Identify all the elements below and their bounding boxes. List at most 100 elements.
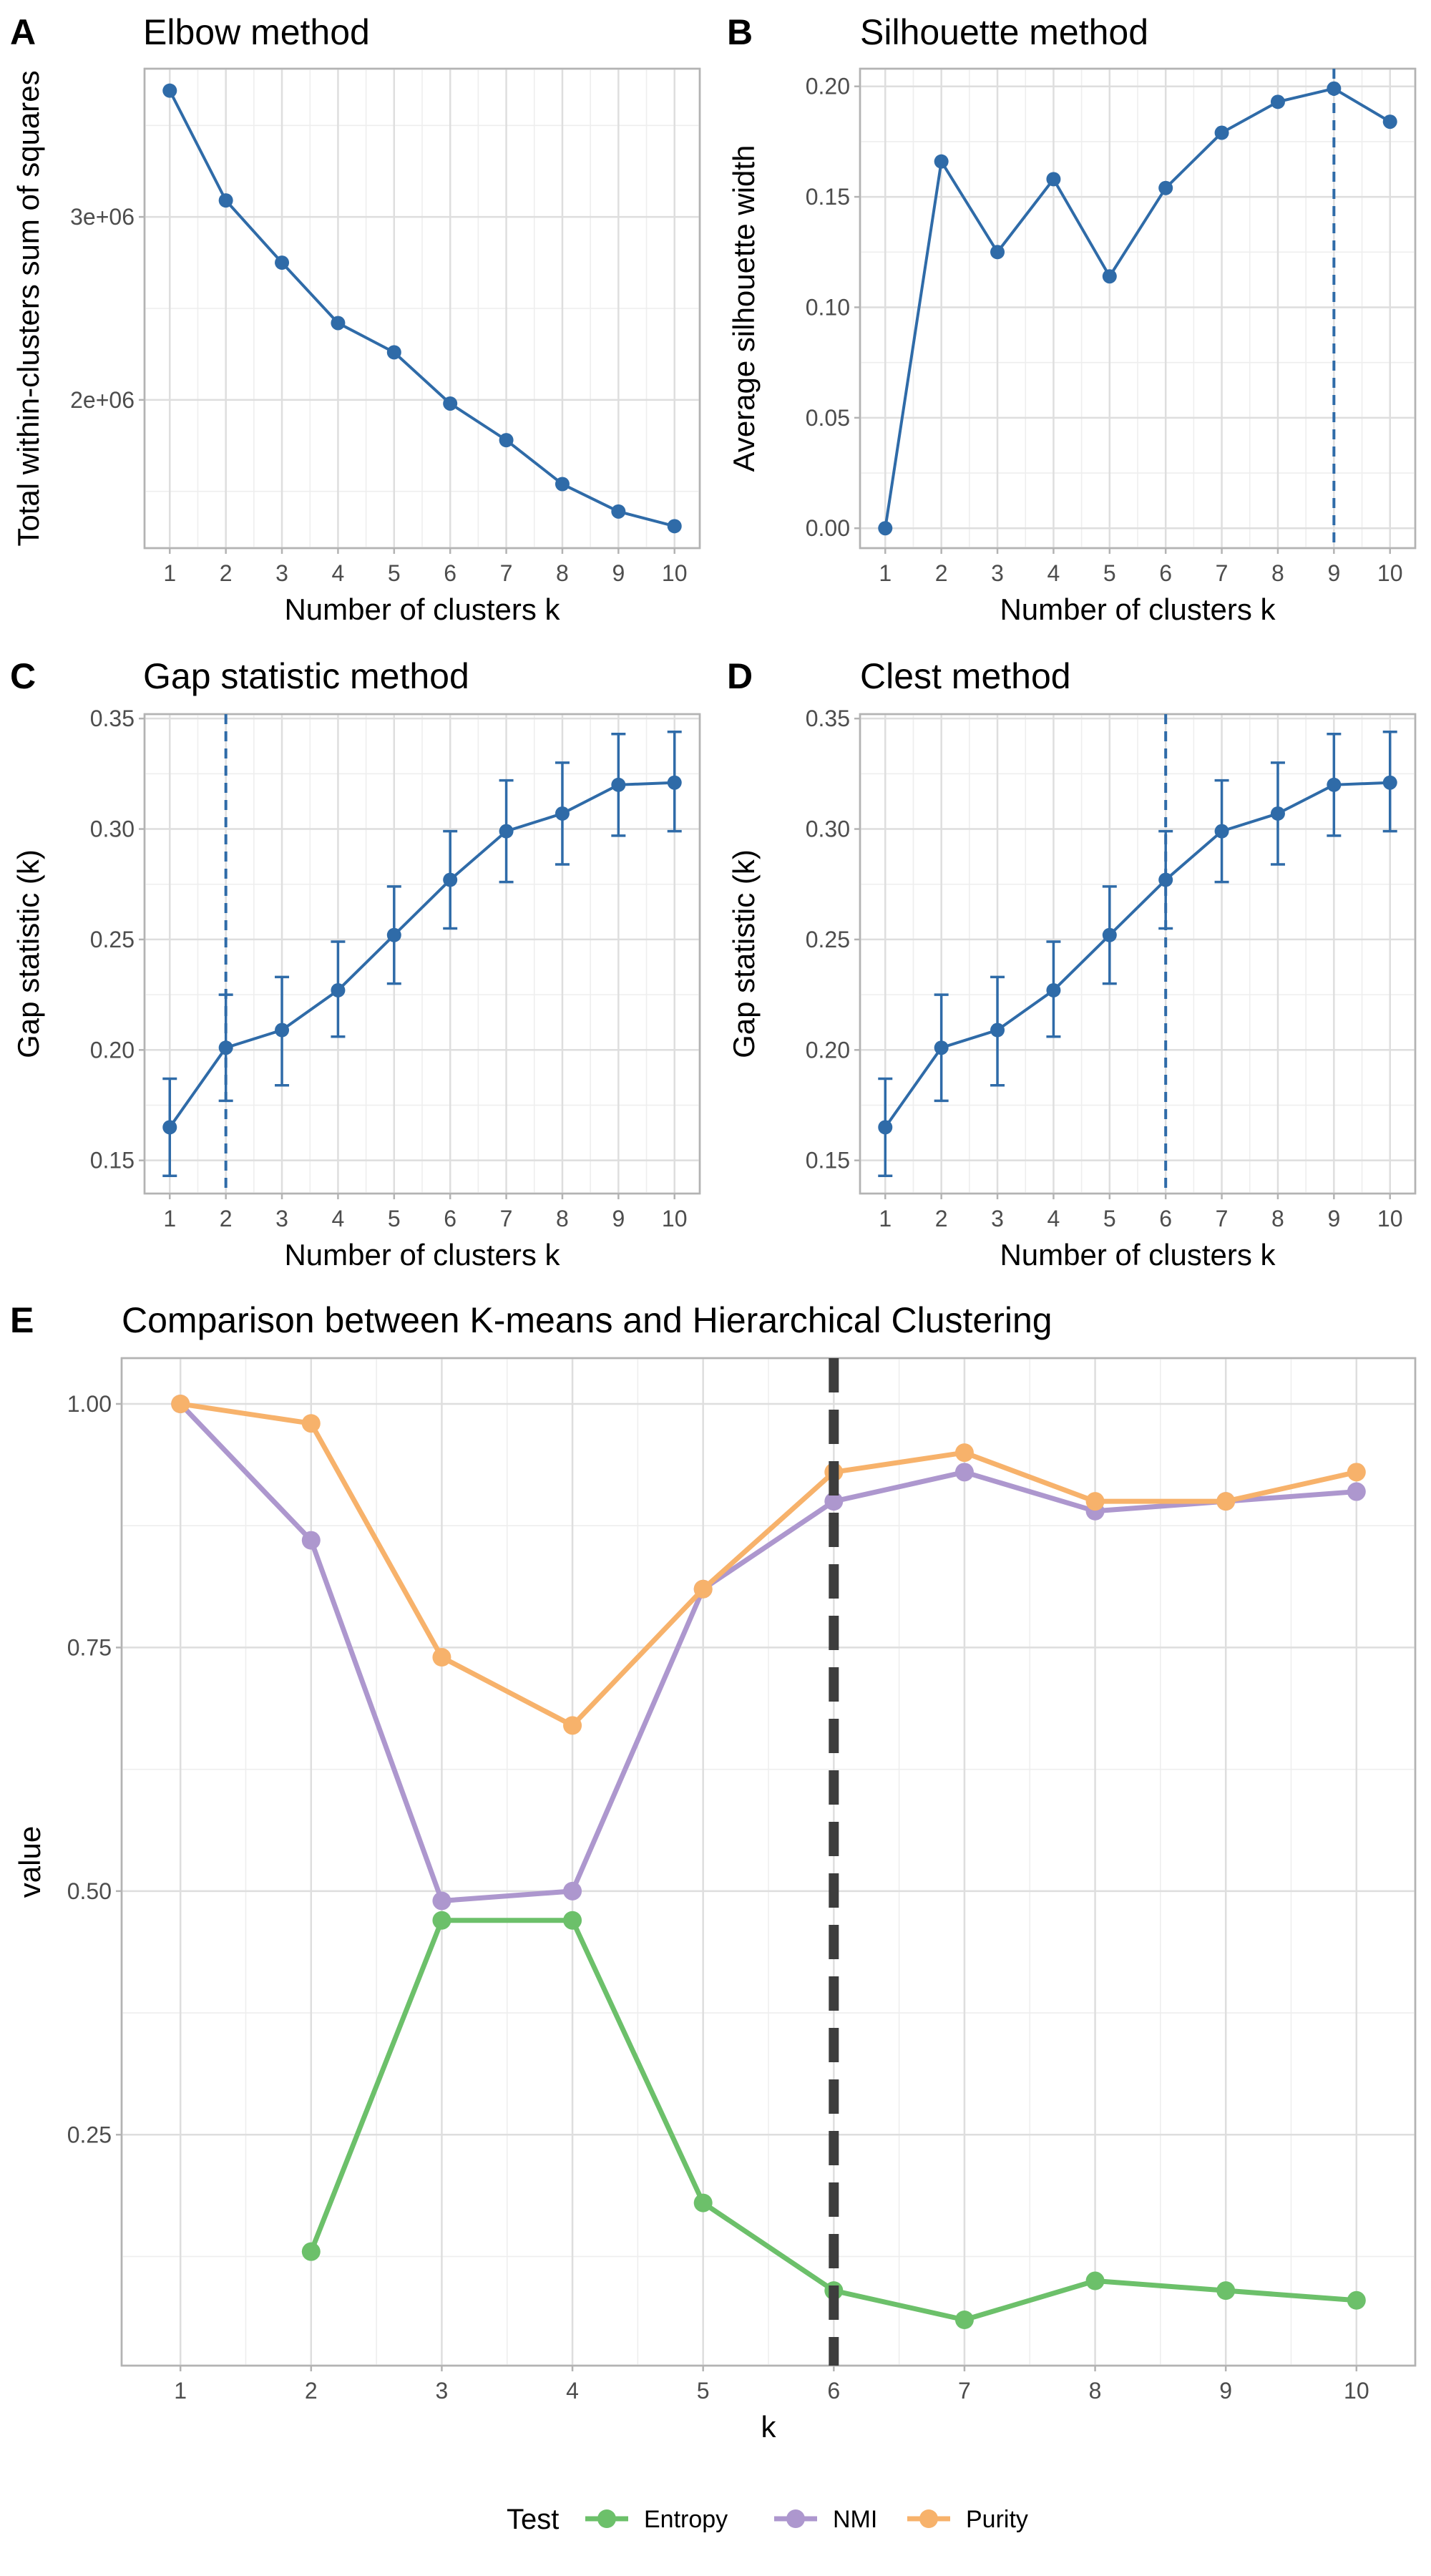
x-tick-label: 2 [305,2378,318,2404]
data-point-entropy [432,1911,451,1930]
data-point-entropy [1216,2281,1236,2301]
data-point-entropy [301,2242,321,2261]
panel-letter: A [10,12,36,52]
panel-letter: B [727,12,753,52]
x-axis-title: Number of clusters k [1000,1238,1276,1272]
data-point [990,1023,1005,1038]
data-point-entropy [563,1911,582,1930]
panel-title: Clest method [860,656,1071,696]
x-tick-label: 2 [220,560,233,586]
data-point-purity [171,1395,190,1413]
x-tick-label: 8 [1271,560,1284,586]
y-axis-title: Average silhouette width [727,145,761,472]
panel-title: Comparison between K-means and Hierarchi… [122,1300,1053,1340]
data-point [1102,269,1117,284]
data-point-purity [954,1443,974,1463]
y-tick-label: 0.50 [67,1878,112,1904]
panel-border [859,67,1417,550]
data-point [1214,824,1229,839]
panel-d: 0.15 0.20 0.25 0.30 0.35 1 2 3 4 5 6 7 8 9 10 Number of… [727,656,1417,1272]
x-axis-title: Number of clusters k [284,1238,560,1272]
x-tick-label: 4 [566,2378,579,2404]
data-point [331,316,346,331]
y-tick-label: 0.25 [90,927,135,952]
panel-letter: E [10,1300,34,1340]
panel-c: 0.15 0.20 0.25 0.30 0.35 1 2 3 4 5 6 7 8 9 10 Number of… [10,656,701,1272]
data-point [1270,806,1285,821]
data-point [162,83,177,98]
y-axis-title: value [13,1826,47,1898]
x-tick-label: 1 [163,560,176,586]
data-point [1270,94,1285,109]
data-point [386,927,401,942]
data-point-nmi [824,1492,844,1511]
y-tick-label: 0.05 [806,405,850,431]
data-point [555,806,570,821]
x-tick-label: 4 [332,1206,345,1231]
x-tick-label: 8 [556,560,569,586]
y-tick-label: 1.00 [67,1391,112,1417]
legend-label-purity: Purity [966,2506,1028,2533]
data-point-nmi [301,1531,321,1550]
x-tick-label: 10 [1377,1206,1403,1231]
data-point [218,193,233,208]
series-line-nmi [178,1402,1357,1903]
x-axis-title: k [761,2410,777,2444]
x-tick-label: 8 [556,1206,569,1231]
x-tick-label: 9 [1327,560,1340,586]
panel-title: Silhouette method [860,12,1148,52]
legend-key-point-entropy [597,2509,616,2528]
legend-label-entropy: Entropy [644,2506,728,2533]
y-tick-label: 0.00 [806,515,850,541]
data-point [162,1120,177,1135]
y-tick-label: 0.75 [67,1634,112,1660]
data-point-nmi [432,1891,451,1911]
data-point [1046,982,1061,997]
x-tick-label: 7 [500,1206,513,1231]
data-point [667,519,682,534]
x-axis-title: Number of clusters k [1000,592,1276,626]
x-tick-label: 1 [879,560,892,586]
panel-b: 0.00 0.05 0.10 0.15 0.20 1 2 3 4 5 6 7 8 9 10 Number of… [727,12,1417,626]
data-point [275,255,290,270]
x-tick-label: 10 [1344,2378,1369,2404]
data-point [218,1040,233,1055]
y-tick-label: 0.20 [806,1037,850,1063]
y-tick-label: 0.30 [90,816,135,842]
data-point [1327,81,1342,96]
data-point [1046,172,1061,187]
panel-border [120,1357,1417,2367]
data-point [1102,927,1117,942]
data-point [275,1023,290,1038]
y-tick-label: 0.15 [90,1148,135,1174]
y-tick-label: 3e+06 [70,204,135,230]
data-point [499,824,514,839]
series-line [168,781,675,1128]
data-point [934,154,949,169]
data-point-nmi [1347,1482,1366,1501]
y-tick-label: 0.10 [806,294,850,320]
data-point [878,521,893,536]
data-point-purity [693,1579,713,1599]
data-point-entropy [954,2311,974,2329]
data-point [1382,775,1397,790]
x-tick-label: 10 [1377,560,1403,586]
y-tick-label: 0.25 [806,927,850,952]
y-axis-title: Total within-clusters sum of squares [11,70,45,546]
y-tick-label: 0.35 [806,706,850,731]
x-tick-label: 8 [1089,2378,1102,2404]
series-line [884,781,1390,1128]
series-line [168,89,675,528]
panel-a: 2e+06 3e+06 1 2 3 4 5 6 7 8 9 10 Number of clusters … [10,12,701,626]
data-point [934,1040,949,1055]
data-point [386,345,401,360]
x-tick-label: 6 [444,560,456,586]
data-point [555,477,570,492]
panel-title: Elbow method [143,12,370,52]
y-tick-label: 0.35 [90,706,135,731]
y-tick-label: 0.20 [90,1037,135,1063]
x-tick-label: 5 [697,2378,710,2404]
x-tick-label: 2 [935,1206,948,1231]
x-tick-label: 5 [388,560,401,586]
data-point-entropy [1347,2290,1366,2310]
